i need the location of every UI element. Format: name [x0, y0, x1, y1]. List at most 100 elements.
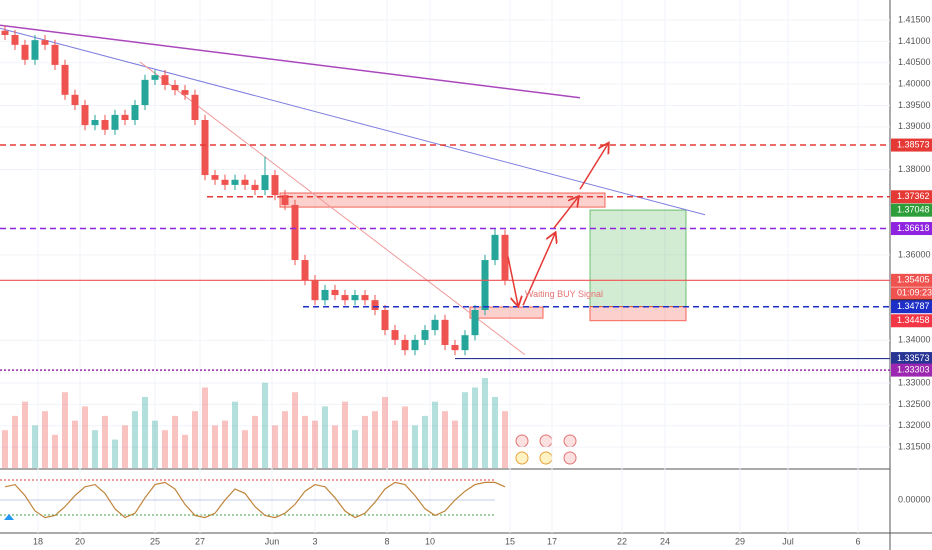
y-tick-label: 1.31500: [898, 441, 931, 451]
candle-body: [411, 339, 419, 351]
candle-body: [181, 90, 189, 95]
candle-body: [281, 195, 289, 205]
candle-body: [371, 300, 379, 311]
candle-body: [211, 175, 219, 180]
candle-body: [381, 310, 389, 331]
y-tick-label: 1.32500: [898, 399, 931, 409]
candle-body: [41, 40, 49, 45]
annotation: Waiting BUY Signal: [525, 289, 603, 299]
volume-bar: [382, 396, 388, 468]
volume-bar: [412, 425, 418, 468]
volume-bar: [402, 406, 408, 468]
candle-body: [311, 280, 319, 301]
y-tick-label: 1.41500: [898, 14, 931, 24]
volume-bar: [142, 396, 148, 468]
arrow: [522, 234, 555, 306]
candle-body: [71, 94, 79, 106]
y-tick-label: 1.38000: [898, 164, 931, 174]
volume-bar: [352, 430, 358, 468]
volume-bar: [232, 401, 238, 468]
candle-body: [241, 179, 249, 185]
candle-body: [471, 310, 479, 336]
x-tick-label: Jun: [265, 536, 280, 546]
y-tick-label: 1.33000: [898, 377, 931, 387]
candle-body: [91, 119, 99, 126]
y-tick-label: 1.40000: [898, 78, 931, 88]
candle-body: [321, 289, 329, 301]
zone: [469, 306, 544, 319]
volume-bar: [122, 425, 128, 468]
candle-body: [161, 75, 169, 85]
zone: [589, 306, 687, 322]
candle-body: [291, 204, 299, 261]
candle-body: [351, 295, 359, 301]
candle-body: [191, 94, 199, 120]
volume-bar: [72, 420, 78, 468]
candle-body: [201, 119, 209, 176]
event-icons[interactable]: [515, 434, 577, 465]
candle-body: [391, 330, 399, 340]
y-tick-label: 1.36000: [898, 249, 931, 259]
volume-bar: [282, 411, 288, 468]
volume-bar: [492, 396, 498, 468]
volume-bar: [112, 439, 118, 468]
volume-bar: [472, 387, 478, 468]
y-tick-label: 1.40500: [898, 57, 931, 67]
candle-body: [111, 114, 119, 130]
candle-body: [421, 330, 429, 340]
price-tag: [891, 300, 932, 314]
candle-body: [81, 105, 89, 126]
y-tick-label: 1.32000: [898, 420, 931, 430]
candle-body: [1, 30, 9, 36]
volume-bar: [372, 411, 378, 468]
volume-bar: [222, 420, 228, 468]
volume-bar: [32, 425, 38, 468]
price-tag-label: 1.33573: [897, 353, 930, 363]
x-tick-label: 6: [855, 536, 860, 546]
volume-bar: [312, 420, 318, 468]
price-tag-label: 1.34787: [897, 301, 930, 311]
x-tick-label: 24: [660, 536, 670, 546]
price-tag: [891, 352, 932, 366]
candle-body: [121, 114, 129, 120]
candle-body: [251, 184, 259, 191]
trendline: [139, 61, 526, 356]
x-tick-label: Jul: [782, 536, 794, 546]
price-tag: [891, 363, 932, 377]
candle-body: [451, 345, 459, 351]
volume-bar: [172, 415, 178, 468]
volume-bar: [462, 392, 468, 468]
volume-bar: [202, 387, 208, 468]
price-tag: [891, 314, 932, 328]
logo: [4, 514, 14, 520]
volume-bar: [452, 420, 458, 468]
candle-body: [501, 234, 509, 281]
candle-body: [11, 35, 19, 45]
volume-bar: [162, 430, 168, 468]
volume-bar: [272, 425, 278, 468]
volume-bar: [502, 411, 508, 468]
countdown-label: 01:09:23: [897, 288, 932, 298]
y-tick-label: 1.41000: [898, 36, 931, 46]
arrow: [579, 144, 608, 190]
volume-bar: [332, 425, 338, 468]
volume-bar: [102, 415, 108, 468]
volume-bar: [252, 415, 258, 468]
candle-body: [171, 84, 179, 91]
zone: [589, 209, 687, 308]
volume-bar: [422, 415, 428, 468]
osc-tick-label: 0.00000: [898, 494, 931, 504]
candle-body: [261, 175, 269, 191]
trendline: [0, 24, 581, 99]
price-tag: [891, 222, 932, 236]
y-tick-label: 1.39500: [898, 100, 931, 110]
volume-bar: [192, 411, 198, 468]
candle-body: [31, 40, 39, 60]
candle-body: [21, 44, 29, 60]
price-tag: [891, 203, 932, 217]
volume-bar: [432, 401, 438, 468]
x-tick-label: 10: [425, 536, 435, 546]
volume-bar: [292, 392, 298, 468]
candle-body: [481, 260, 489, 311]
